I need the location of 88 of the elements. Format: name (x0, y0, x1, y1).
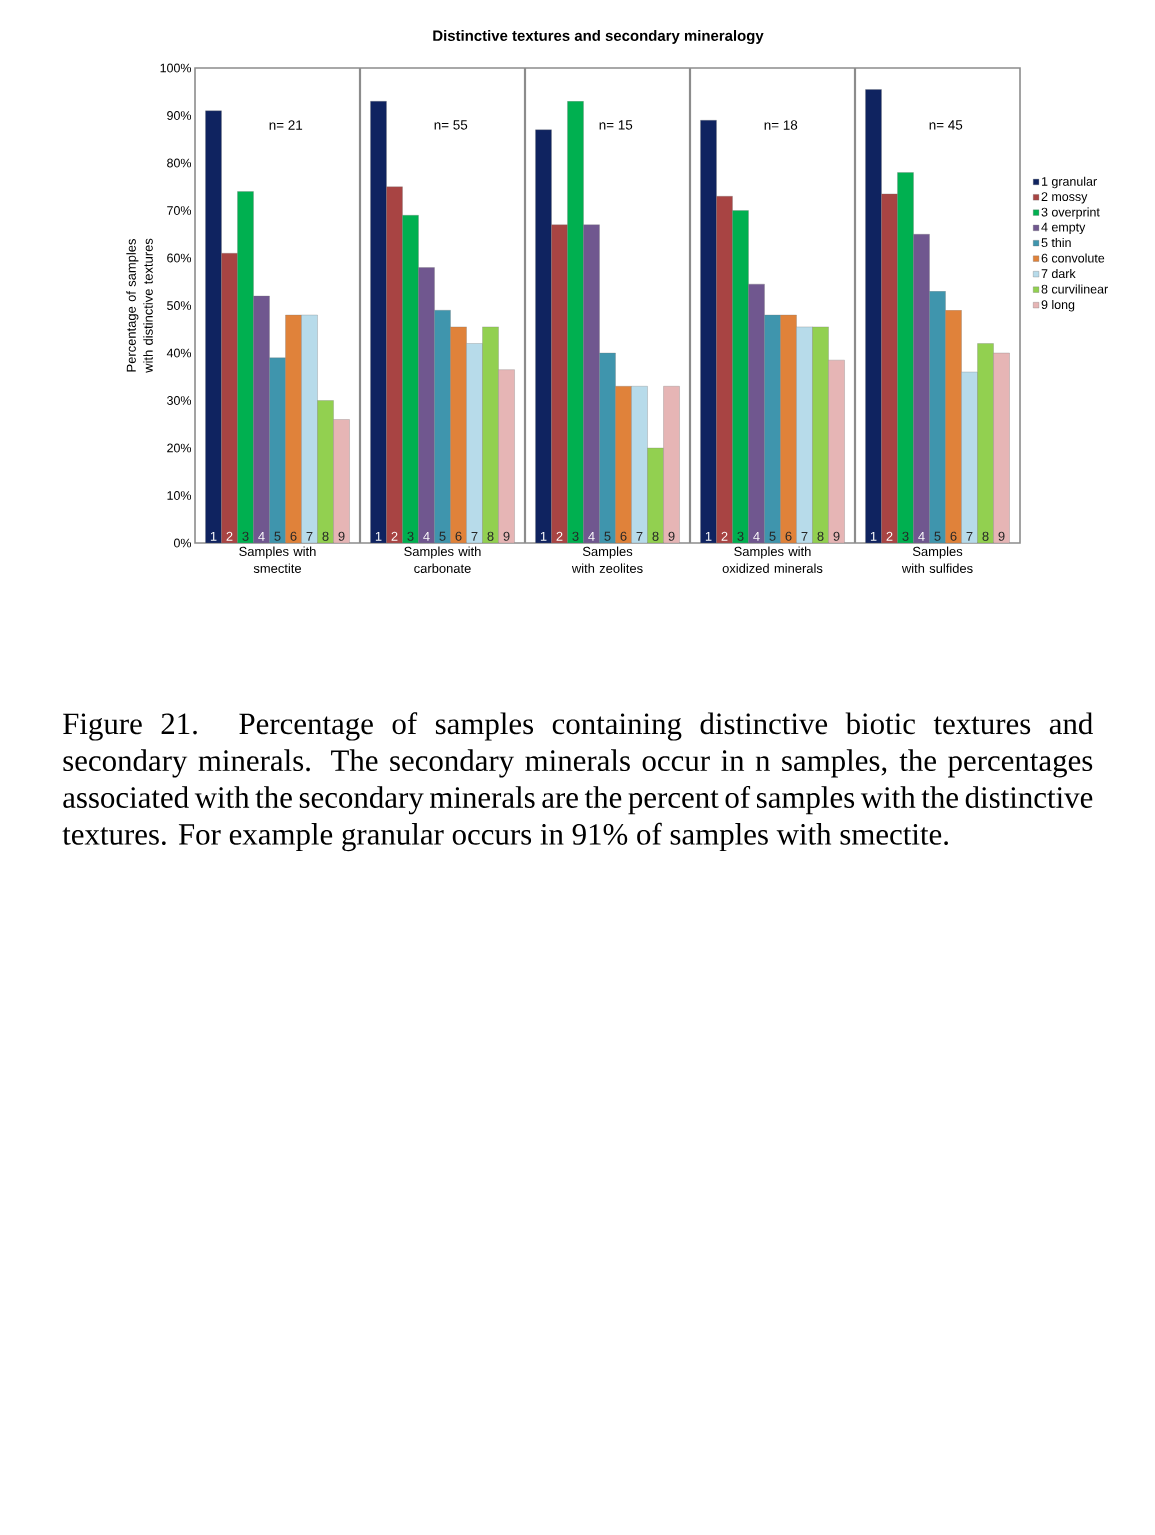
annotation: 7 (471, 531, 478, 541)
annotation: 3 (242, 531, 249, 541)
y-tick-label: 40% (166, 348, 192, 358)
annotation: n= 45 (929, 120, 963, 130)
annotation: 1 (705, 531, 712, 541)
bar (993, 352, 1010, 544)
chart-title: Distinctive textures and secondary mineralogy (433, 30, 764, 44)
annotation: 3 (572, 531, 579, 541)
x-tick-label: Samples with carbonate (404, 546, 481, 573)
bar (828, 359, 845, 544)
y-axis-title: Percentage of samples with distinctive textures (126, 238, 153, 373)
x-tick-label: Samples with smectite (239, 546, 316, 573)
annotation: 8 (652, 531, 659, 541)
x-tick-label: Samples with zeolites (571, 546, 643, 573)
legend-label: 3 overprint (1041, 207, 1100, 219)
annotation: 4 (753, 531, 760, 541)
y-tick-label: 30% (167, 396, 192, 405)
annotation: 6 (455, 531, 462, 541)
annotation: 6 (290, 531, 297, 541)
annotation: 6 (620, 531, 627, 541)
annotation: 1 (540, 531, 547, 541)
legend-label: 1 granular (1042, 176, 1097, 189)
annotation: 4 (918, 531, 925, 541)
annotation: 6 (785, 531, 792, 541)
annotation: 9 (503, 531, 510, 541)
y-tick-label: 90% (167, 111, 192, 120)
annotation: 7 (306, 531, 313, 541)
annotation: 2 (226, 531, 233, 541)
bar (796, 326, 813, 544)
x-tick-label: Samples with oxidized minerals (722, 546, 823, 573)
annotation: 5 (934, 531, 941, 541)
bar (301, 314, 318, 544)
annotation: 7 (966, 531, 973, 541)
annotation: 8 (817, 531, 824, 541)
y-tick-label: 70% (167, 206, 192, 215)
annotation: 4 (588, 531, 595, 541)
caption: Figure 21. Percentage of samples containing distinctive biotic textures and secondary minerals. The secondary minerals occur in n samples, the percentages associated with the secondary minerals are the percent of samples with the distinctive textures. For example granular occurs in 91% of samples with smectite. (62, 712, 1093, 852)
annotation: 2 (556, 531, 563, 541)
annotation: 2 (391, 531, 398, 541)
legend-label: 8 curvilinear (1041, 284, 1108, 294)
annotation: 5 (604, 531, 611, 541)
annotation: 5 (274, 531, 281, 541)
legend-label: 6 convolute (1041, 253, 1105, 263)
annotation: n= 21 (269, 120, 303, 130)
y-tick-label: 60% (167, 253, 192, 263)
annotation: 9 (998, 531, 1005, 541)
annotation: 8 (982, 531, 989, 541)
annotation: 7 (636, 531, 643, 541)
annotation: 4 (258, 531, 265, 541)
annotation: 4 (423, 531, 430, 541)
annotation: 9 (668, 531, 675, 541)
bar (498, 369, 515, 544)
bar (961, 371, 978, 544)
legend-label: 7 dark (1041, 268, 1076, 279)
annotation: 1 (210, 531, 217, 541)
y-tick-label: 10% (167, 491, 192, 500)
annotation: 5 (769, 531, 776, 541)
bar (663, 386, 680, 544)
annotation: n= 15 (599, 120, 633, 130)
annotation: 9 (338, 531, 345, 541)
annotation: 7 (801, 531, 808, 541)
legend-label: 4 empty (1041, 222, 1086, 235)
y-tick-label: 100% (160, 63, 192, 73)
annotation: 1 (375, 531, 382, 541)
y-tick-label: 0% (173, 538, 192, 548)
legend-label: 2 mossy (1041, 192, 1088, 204)
annotation: n= 55 (434, 120, 468, 130)
y-tick-label: 50% (167, 301, 192, 310)
legend-label: 5 thin (1041, 237, 1071, 248)
annotation: 8 (487, 531, 494, 541)
annotation: 3 (737, 531, 744, 541)
bar (631, 386, 648, 544)
annotation: 9 (833, 531, 840, 541)
annotation: 8 (322, 531, 329, 541)
x-tick-label: Samples with sulfides (901, 546, 973, 573)
bar (333, 419, 350, 544)
legend-label: 9 long (1041, 299, 1075, 312)
y-tick-label: 20% (167, 443, 192, 453)
annotation: n= 18 (764, 120, 798, 130)
annotation: 5 (439, 531, 446, 541)
annotation: 2 (721, 531, 728, 541)
annotation: 3 (407, 531, 414, 541)
y-tick-label: 80% (167, 158, 192, 168)
bar (466, 343, 483, 544)
annotation: 3 (902, 531, 909, 541)
annotation: 2 (886, 531, 893, 541)
annotation: 6 (950, 531, 957, 541)
annotation: 1 (870, 531, 877, 541)
